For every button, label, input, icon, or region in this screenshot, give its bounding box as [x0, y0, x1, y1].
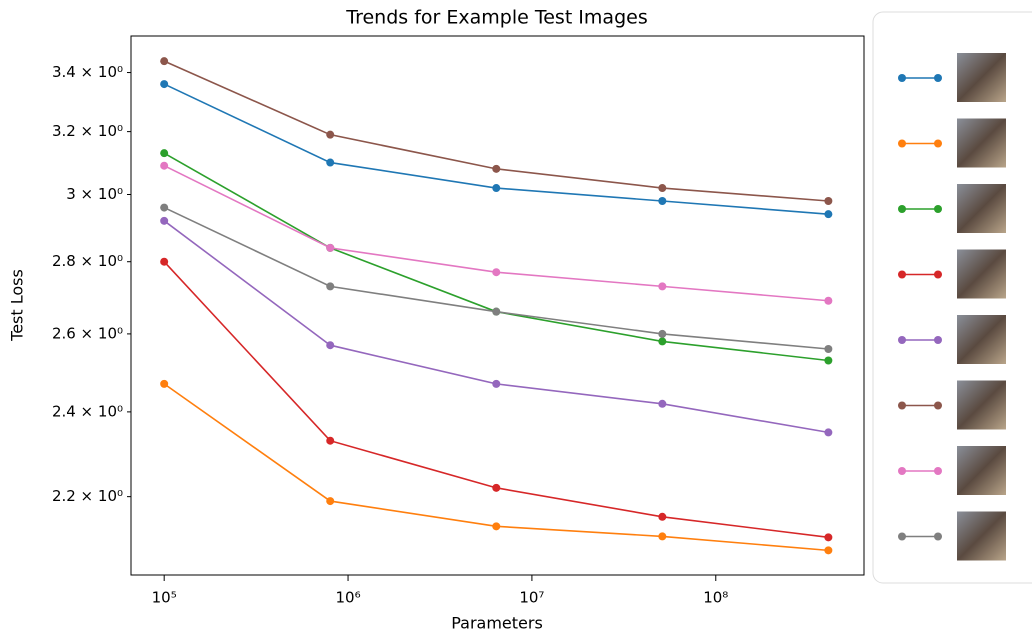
y-tick-label: 3 × 10⁰	[66, 185, 123, 203]
data-point	[824, 428, 833, 437]
data-point	[160, 203, 169, 212]
legend-marker	[934, 401, 942, 410]
legend-marker	[898, 139, 906, 148]
plot-frame	[130, 35, 865, 576]
data-point	[658, 532, 667, 541]
y-tick-label: 3.4 × 10⁰	[52, 63, 123, 81]
data-point	[326, 130, 335, 139]
data-point	[492, 522, 501, 531]
series-line	[163, 206, 829, 350]
legend-marker	[934, 467, 942, 475]
data-point	[492, 164, 501, 173]
data-point	[824, 296, 833, 305]
data-point	[160, 216, 169, 225]
data-point	[658, 184, 667, 193]
legend-thumbnail	[957, 380, 1006, 430]
legend-thumbnail	[957, 446, 1006, 495]
data-point	[160, 149, 169, 158]
data-point	[824, 210, 833, 219]
x-tick-label: 10⁸	[703, 589, 728, 607]
data-point	[824, 533, 833, 542]
x-tick-label: 10⁷	[519, 589, 544, 607]
data-point	[824, 197, 833, 206]
data-point	[326, 282, 335, 291]
legend-thumbnail	[957, 118, 1006, 168]
series-line	[163, 83, 829, 215]
x-axis-label: Parameters	[451, 614, 543, 633]
legend-marker	[898, 74, 906, 82]
legend-marker	[934, 139, 942, 148]
data-point	[824, 345, 833, 354]
data-point	[492, 483, 501, 492]
legend-marker	[934, 205, 942, 213]
data-point	[326, 497, 335, 506]
data-point	[160, 80, 169, 89]
data-point	[160, 161, 169, 170]
data-point	[658, 512, 667, 521]
chart-title: Trends for Example Test Images	[345, 7, 647, 29]
series-line	[163, 220, 829, 434]
data-point	[824, 546, 833, 555]
legend-marker	[934, 532, 942, 541]
data-point	[492, 184, 501, 193]
legend-thumbnail	[957, 511, 1006, 561]
y-tick-label: 2.4 × 10⁰	[52, 402, 123, 420]
data-point	[492, 307, 501, 316]
legend-thumbnail	[957, 249, 1006, 299]
legend-marker	[934, 336, 942, 344]
data-point	[160, 257, 169, 266]
data-point	[160, 379, 169, 388]
data-point	[824, 356, 833, 365]
data-point	[492, 379, 501, 388]
data-point	[492, 268, 501, 277]
y-axis-label: Test Loss	[8, 269, 27, 342]
legend-thumbnail	[957, 53, 1006, 102]
legend-marker	[934, 270, 942, 279]
legend-thumbnail	[957, 315, 1006, 364]
data-point	[658, 197, 667, 206]
x-tick-label: 10⁵	[152, 589, 177, 607]
data-point	[326, 341, 335, 350]
legend-marker	[898, 270, 906, 279]
y-tick-label: 3.2 × 10⁰	[52, 122, 123, 140]
legend-thumbnail	[957, 184, 1006, 233]
y-tick-label: 2.2 × 10⁰	[52, 487, 123, 505]
data-point	[326, 436, 335, 445]
legend-marker	[898, 205, 906, 213]
x-tick-label: 10⁶	[335, 589, 360, 607]
data-point	[160, 57, 169, 66]
data-point	[658, 282, 667, 291]
y-tick-label: 2.8 × 10⁰	[52, 252, 123, 270]
legend-marker	[898, 467, 906, 475]
data-point	[658, 399, 667, 408]
data-point	[658, 337, 667, 346]
legend-marker	[898, 336, 906, 344]
data-point	[326, 158, 335, 167]
data-point	[658, 329, 667, 338]
series-line	[163, 261, 829, 539]
legend-marker	[934, 74, 942, 82]
y-tick-label: 2.6 × 10⁰	[52, 324, 123, 342]
legend-box	[872, 11, 1032, 584]
legend-marker	[898, 401, 906, 410]
data-point	[326, 243, 335, 252]
legend-marker	[898, 532, 906, 541]
